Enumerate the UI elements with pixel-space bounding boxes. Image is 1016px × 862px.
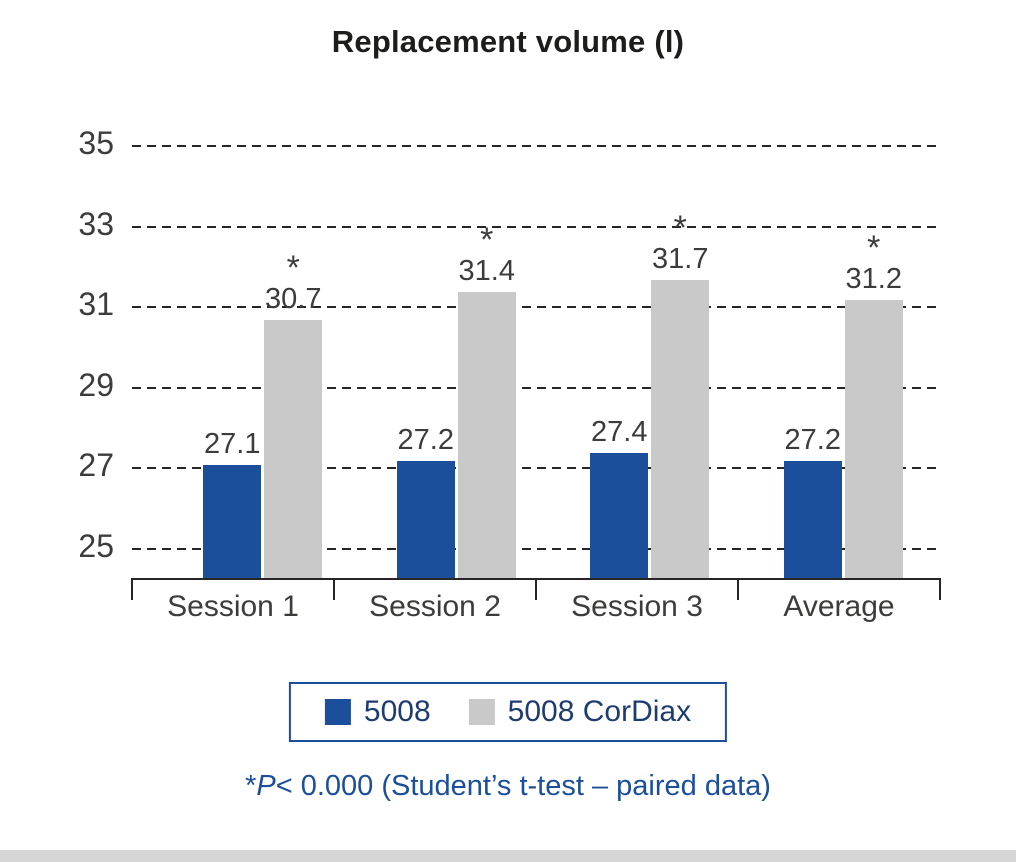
legend: 5008 5008 CorDiax [288,682,728,742]
x-axis-category-label: Average [783,590,895,623]
y-axis-tick-label: 29 [78,366,114,403]
bar [651,280,710,578]
footnote-asterisk: * [245,770,257,802]
bar-with-label: * 31.4 [457,221,516,578]
y-axis-tick-label: 33 [78,205,114,242]
x-axis-category-label: Session 3 [571,590,703,623]
significance-asterisk: * [480,221,494,260]
plot-area: 25 27 29 31 33 35 27.1 * 30.7 27.2 * 31.4 27.4 * 31.7 2… [78,123,941,600]
bar-value-label: 31.4 [458,255,515,288]
x-axis-tick [131,578,133,600]
x-axis-tick [535,578,537,600]
bar-value-label: 31.2 [845,263,902,296]
footnote-text: < 0.000 (Student’s t-test – paired data) [275,770,771,802]
chart-title: Replacement volume (l) [331,24,685,59]
x-axis-category-label: Session 1 [167,590,299,623]
bar-value-label: 27.4 [591,416,648,449]
bar [264,320,323,578]
legend-item: 5008 CorDiax [468,695,692,729]
x-axis-tick [333,578,335,600]
x-axis-category-label: Session 2 [369,590,501,623]
x-axis-tick [939,578,941,600]
bar-groups: 27.1 * 30.7 27.2 * 31.4 27.4 * 31.7 27.2 * 31.2 [132,123,940,578]
bar-value-label: 27.2 [397,424,454,457]
bar-value-label: 31.7 [652,243,709,276]
legend-item: 5008 [324,695,431,729]
y-axis-tick-label: 35 [78,125,114,162]
gridline [132,306,940,309]
legend-swatch [324,699,351,725]
significance-asterisk: * [286,249,300,288]
x-axis-tick [737,578,739,600]
bar-group: 27.2 * 31.2 [747,229,941,578]
bar-with-label: * 30.7 [264,249,323,578]
bar [844,300,903,578]
bottom-strip [0,850,1016,862]
bar-with-label: * 31.2 [844,229,903,578]
bar [396,461,455,578]
gridline [132,386,940,389]
footnote: *P< 0.000 (Student’s t-test – paired dat… [0,770,1016,803]
bar [457,292,516,578]
gridline [132,225,940,228]
legend-swatch [468,699,495,725]
bar-with-label: 27.2 [396,424,455,578]
bar-with-label: 27.2 [783,424,842,578]
legend-label: 5008 [363,695,431,728]
bar-value-label: 27.2 [784,424,841,457]
bar-with-label: 27.4 [590,416,649,578]
bar-value-label: 30.7 [265,283,322,316]
legend-label: 5008 CorDiax [507,695,692,728]
bar-group: 27.1 * 30.7 [166,249,360,578]
bar-group: 27.2 * 31.4 [360,221,554,578]
y-axis-tick-label: 31 [78,286,114,323]
gridline [132,467,940,470]
x-axis-labels: Session 1 Session 2 Session 3 Average [132,590,940,624]
y-axis-tick-label: 25 [78,527,114,564]
y-axis-tick-label: 27 [78,447,114,484]
bar-group: 27.4 * 31.7 [553,208,747,578]
bar-with-label: * 31.7 [651,208,710,578]
gridline [132,547,940,550]
bar-value-label: 27.1 [204,428,261,461]
footnote-p-symbol: P [256,770,276,802]
bar-with-label: 27.1 [203,428,262,578]
bar [203,465,262,578]
significance-asterisk: * [673,208,687,247]
gridline [132,145,940,148]
bar [590,453,649,578]
significance-asterisk: * [867,229,881,268]
bar [783,461,842,578]
